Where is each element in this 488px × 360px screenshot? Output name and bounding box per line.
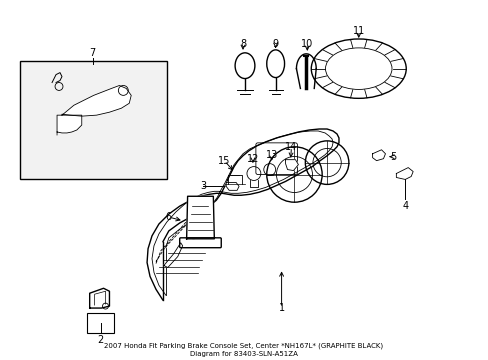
Text: 11: 11 xyxy=(352,26,364,36)
Text: 3: 3 xyxy=(200,181,206,192)
Text: 2: 2 xyxy=(97,335,103,345)
Bar xyxy=(86,313,114,333)
Bar xyxy=(20,61,166,179)
Polygon shape xyxy=(285,160,298,171)
Polygon shape xyxy=(57,115,81,135)
Text: 6: 6 xyxy=(165,212,172,222)
Polygon shape xyxy=(372,150,385,161)
Polygon shape xyxy=(62,85,131,116)
Text: 12: 12 xyxy=(246,154,259,164)
Polygon shape xyxy=(186,196,214,239)
Text: 1: 1 xyxy=(278,303,284,313)
Text: 15: 15 xyxy=(218,156,230,166)
Text: 13: 13 xyxy=(265,150,277,160)
Text: 9: 9 xyxy=(272,39,278,49)
Polygon shape xyxy=(396,168,412,179)
Text: 5: 5 xyxy=(389,152,396,162)
Text: 10: 10 xyxy=(301,39,313,49)
Text: 2007 Honda Fit Parking Brake Console Set, Center *NH167L* (GRAPHITE BLACK)
Diagr: 2007 Honda Fit Parking Brake Console Set… xyxy=(104,342,383,357)
Text: 4: 4 xyxy=(401,201,407,211)
Text: 14: 14 xyxy=(285,142,297,152)
Text: 7: 7 xyxy=(89,48,96,58)
Polygon shape xyxy=(226,183,239,190)
Polygon shape xyxy=(163,243,183,267)
Text: 8: 8 xyxy=(240,39,245,49)
